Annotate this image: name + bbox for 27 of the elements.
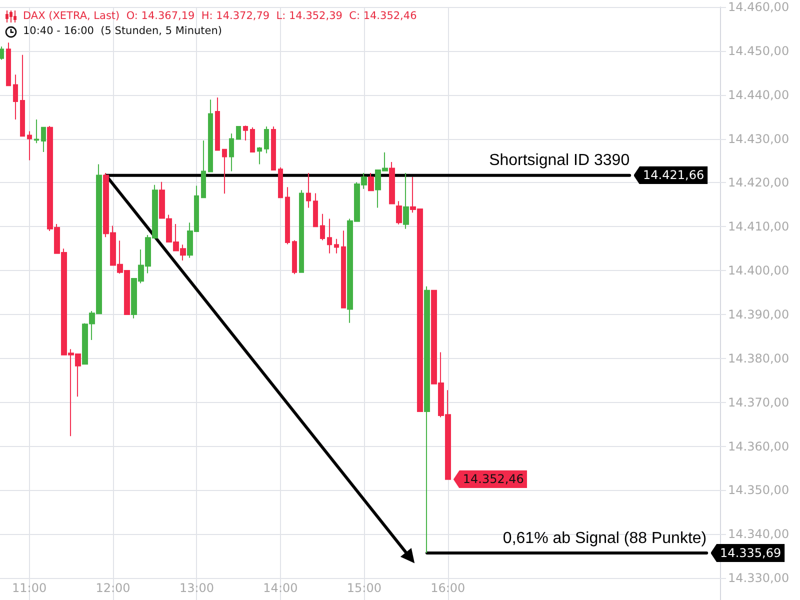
data-label: 14.421,66 <box>642 167 706 184</box>
x-tick-label: 13:00 <box>179 581 214 595</box>
chart-title: DAX (XETRA, Last) O: 14.367,19 H: 14.372,79 L: 14.352,39 C: 14.352,46 <box>23 10 417 23</box>
text: 10:40 - 16:00 (5 Stunden, 5 Minuten) <box>23 25 222 38</box>
y-tick-label: 14.360,00 <box>728 439 790 454</box>
y-tick-label: 14.390,00 <box>728 307 790 322</box>
y-tick-label: 14.340,00 <box>728 527 790 542</box>
y-tick-label: 14.380,00 <box>728 351 790 366</box>
y-tick-label: 14.450,00 <box>728 44 790 58</box>
y-tick-label: 14.420,00 <box>728 176 790 190</box>
y-tick-label: 14.350,00 <box>728 483 790 498</box>
y-tick-label: 14.330,00 <box>728 571 790 586</box>
annotation: 0,61% ab Signal (88 Punkte) <box>502 530 707 548</box>
text: 14.352,46 <box>462 472 524 486</box>
y-tick-label: 14.430,00 <box>728 132 790 146</box>
annotation: Shortsignal ID 3390 <box>489 152 630 170</box>
data-label: 14.335,69 <box>719 545 782 562</box>
x-tick-label: 14:00 <box>263 581 298 595</box>
y-tick-label: 14.400,00 <box>728 264 790 278</box>
y-tick-label: 14.460,00 <box>728 0 790 14</box>
y-tick-label: 14.410,00 <box>728 220 790 234</box>
y-tick-label: 14.370,00 <box>728 395 790 410</box>
x-tick-label: 16:00 <box>430 581 466 595</box>
x-tick-label: 15:00 <box>346 581 382 595</box>
x-tick-label: 11:00 <box>12 581 47 595</box>
y-tick-label: 14.440,00 <box>728 88 790 102</box>
x-tick-label: 12:00 <box>96 581 130 595</box>
